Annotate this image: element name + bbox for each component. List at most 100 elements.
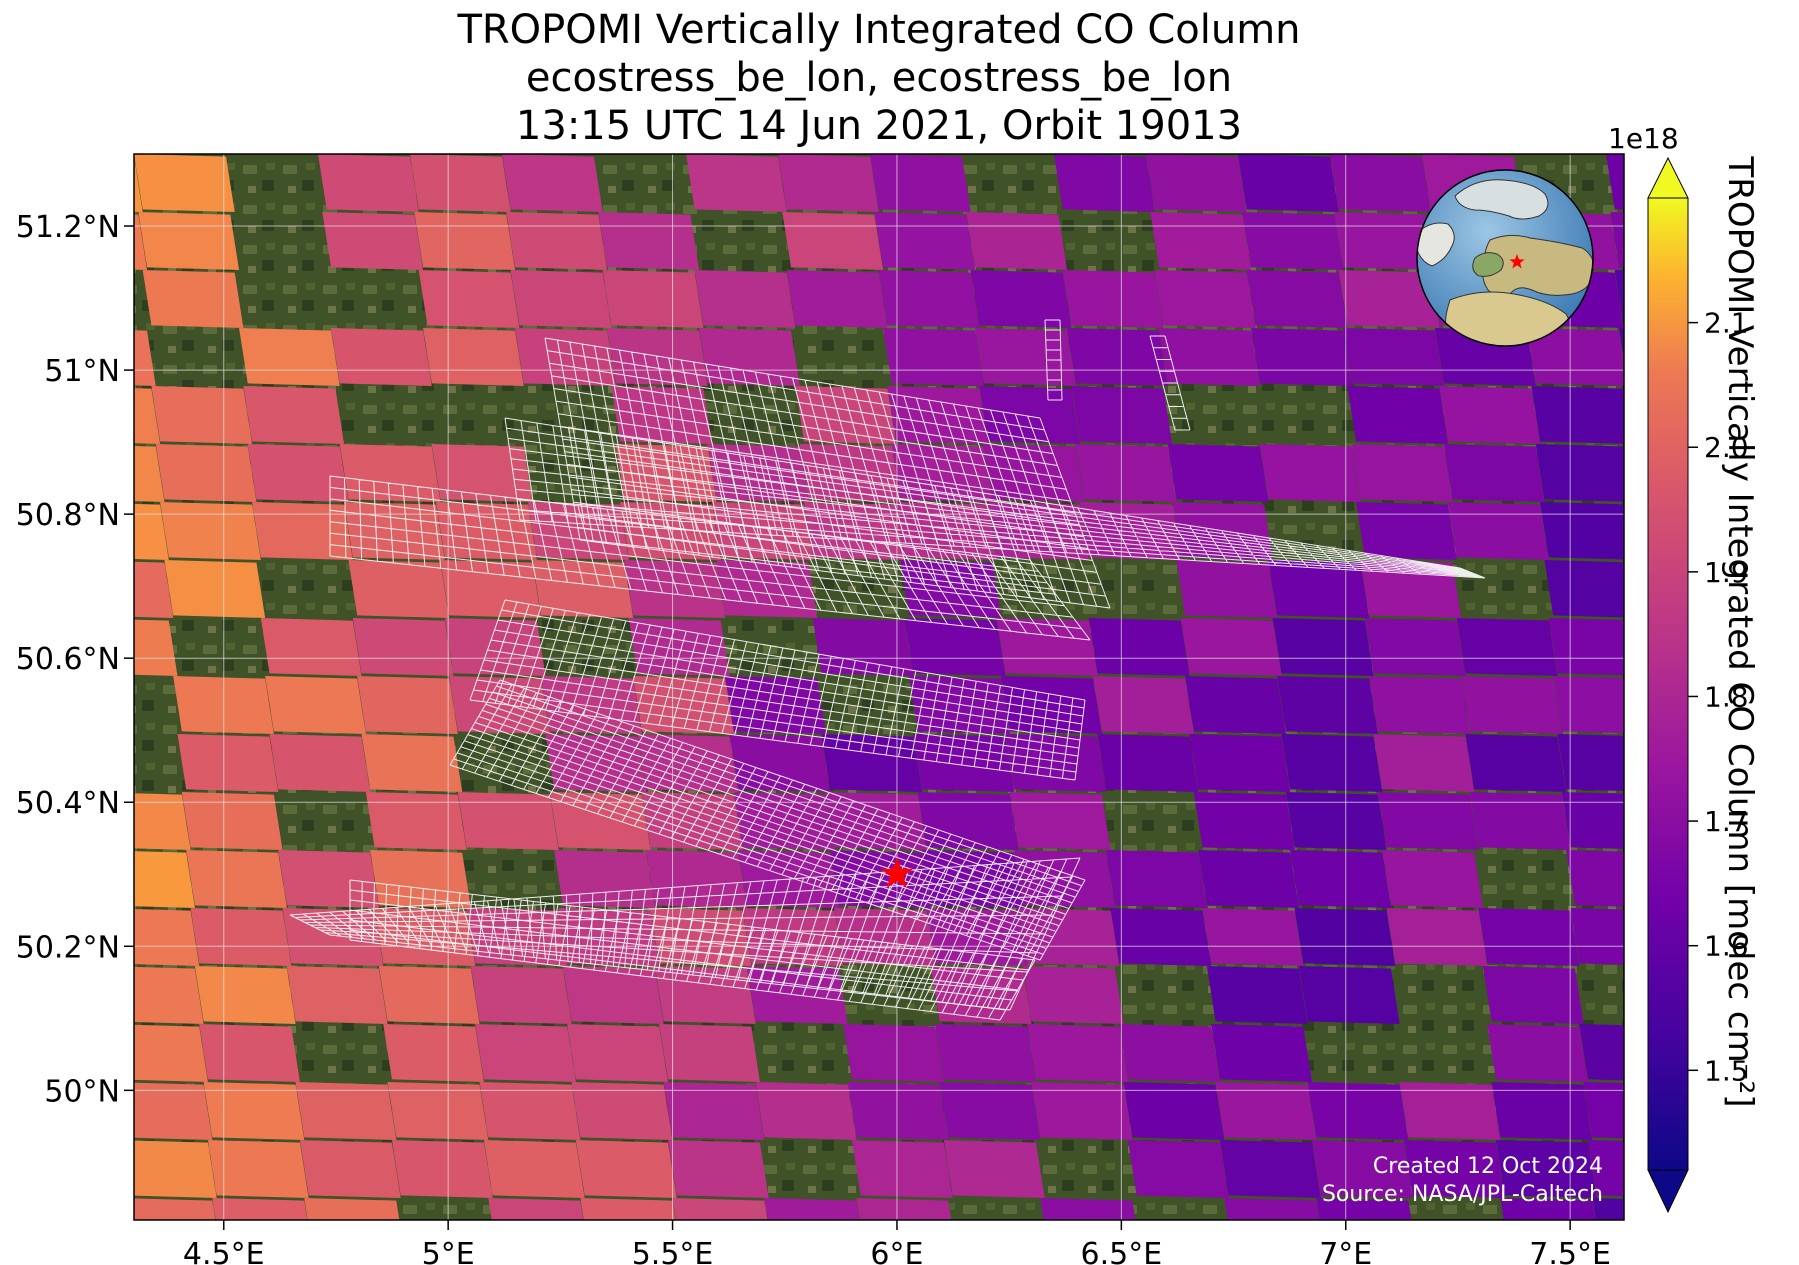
co-pixel: [1159, 328, 1260, 386]
co-pixel: [1373, 734, 1475, 792]
co-pixel: [812, 618, 914, 676]
lat-tick-label: 51°N: [44, 354, 120, 389]
co-pixel: [1097, 734, 1199, 792]
co-pixel: [1487, 1024, 1588, 1082]
co-pixel: [470, 966, 572, 1024]
co-pixel: [207, 1140, 309, 1198]
source-credit: Source: NASA/JPL-Caltech: [1321, 1182, 1603, 1207]
co-pixel: [252, 502, 353, 560]
co-pixel: [1592, 1198, 1624, 1220]
co-pixel: [1259, 444, 1361, 502]
co-pixel: [134, 1082, 213, 1140]
lon-tick-label: 6°E: [870, 1237, 923, 1265]
co-pixel: [134, 561, 174, 618]
co-pixel: [1189, 734, 1291, 792]
co-pixel: [1146, 154, 1247, 212]
co-pixel: [243, 386, 345, 444]
globe-target-star-icon: [1509, 254, 1525, 269]
co-pixel: [1307, 1082, 1409, 1140]
co-pixel: [887, 386, 989, 444]
co-pixel: [1281, 734, 1383, 792]
co-pixel: [1619, 328, 1624, 360]
co-pixel: [134, 966, 204, 1024]
co-pixel: [1443, 444, 1545, 502]
co-pixel: [1294, 908, 1396, 966]
co-pixel: [729, 734, 831, 792]
co-pixel: [1386, 908, 1488, 966]
co-pixel: [510, 270, 612, 328]
co-pixel: [331, 328, 432, 386]
co-pixel: [260, 618, 362, 676]
co-pixel: [134, 793, 191, 850]
colorbar-min-extend-arrow: [1647, 1169, 1689, 1214]
co-pixel: [663, 1082, 765, 1140]
co-pixel: [856, 1198, 952, 1220]
colorbar-max-extend-arrow: [1647, 156, 1689, 199]
chart-title: TROPOMI Vertically Integrated CO Column …: [134, 6, 1624, 150]
colorbar-ticks: 1.5 1.6 1.7 1.8 1.9 2.0 2.1: [1688, 307, 1749, 1087]
co-pixel: [370, 850, 471, 908]
co-pixel: [1377, 792, 1479, 850]
map-frame: [133, 153, 1625, 1221]
co-pixel-layer: [134, 154, 1624, 1220]
co-pixel: [904, 618, 1006, 676]
lat-tick-label: 50°N: [44, 1074, 120, 1109]
colorbar-label: TROPOMI Vertically Integrated CO Column …: [1720, 156, 1760, 1108]
co-pixel: [160, 502, 261, 560]
co-pixel: [1246, 270, 1348, 328]
co-pixel: [475, 1024, 576, 1082]
co-pixel: [134, 214, 148, 270]
co-pixel: [357, 676, 458, 734]
co-pixel: [488, 1198, 584, 1220]
co-pixel: [917, 792, 1019, 850]
co-pixel: [1587, 1140, 1624, 1197]
co-pixel: [1347, 386, 1449, 444]
title-line-1: TROPOMI Vertically Integrated CO Column: [457, 7, 1301, 53]
co-pixel: [686, 154, 787, 212]
co-pixel: [1067, 328, 1168, 386]
co-pixel: [1062, 270, 1164, 328]
co-pixel: [295, 1082, 397, 1140]
footprint-grid: [469, 599, 1086, 781]
co-pixel: [778, 154, 879, 212]
co-pixel: [1206, 966, 1308, 1024]
co-pixel: [786, 270, 888, 328]
co-pixel: [278, 850, 379, 908]
co-pixel: [851, 1140, 953, 1198]
co-pixel: [1369, 676, 1470, 734]
co-pixel: [1579, 1024, 1624, 1081]
co-pixel: [1022, 966, 1124, 1024]
co-pixel: [318, 154, 419, 212]
co-pixel: [1540, 502, 1624, 560]
co-pixel: [1093, 676, 1194, 734]
co-pixel: [641, 792, 743, 850]
co-pixel: [1448, 502, 1549, 560]
co-pixel: [1527, 328, 1624, 386]
co-pixel: [203, 1082, 305, 1140]
co-pixel: [440, 560, 542, 618]
co-pixel: [457, 792, 559, 850]
co-pixel: [1027, 1024, 1128, 1082]
co-pixel: [134, 388, 161, 444]
colorbar-tick-label: 1.5: [1704, 1054, 1749, 1087]
co-pixel: [387, 1082, 489, 1140]
colorbar-exponent: 1e18: [1608, 122, 1679, 155]
co-pixel: [1382, 850, 1483, 908]
co-pixel: [1215, 1082, 1317, 1140]
co-pixel: [532, 560, 634, 618]
co-pixel: [659, 1024, 760, 1082]
co-pixel: [142, 270, 244, 328]
co-pixel: [269, 734, 371, 792]
globe-locator-inset: [1416, 169, 1594, 347]
co-pixel: [1040, 1198, 1136, 1220]
co-pixel: [1544, 560, 1624, 618]
co-pixel: [1316, 1198, 1412, 1220]
co-pixel: [479, 1082, 581, 1140]
ecostress-scene-footprints: [289, 319, 1486, 1021]
co-pixel: [247, 444, 349, 502]
co-pixel: [1054, 154, 1155, 212]
co-pixel: [633, 676, 734, 734]
co-pixel: [847, 1082, 949, 1140]
